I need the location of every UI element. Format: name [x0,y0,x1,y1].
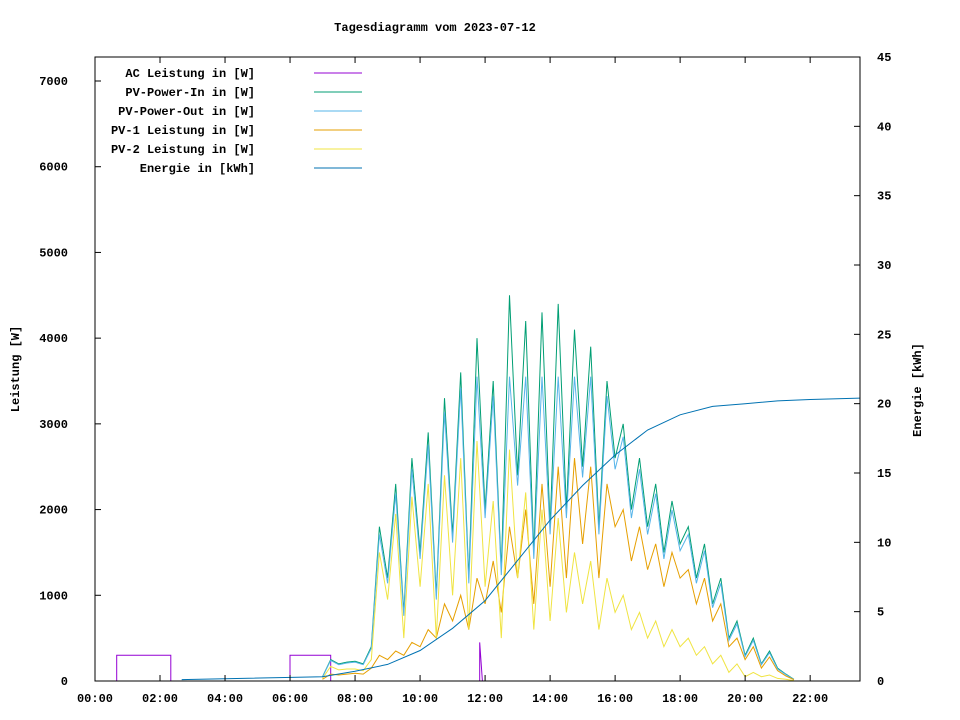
x-tick-label: 00:00 [77,692,113,706]
y-tick-label: 5000 [39,246,68,260]
y2-tick-label: 10 [877,536,891,550]
legend-label: PV-2 Leistung in [W] [111,143,255,157]
x-tick-label: 14:00 [532,692,568,706]
series-line-ac-leistung-in-w [95,642,486,682]
x-tick-label: 22:00 [792,692,828,706]
series-line-energie-in-kwh [181,397,861,681]
x-tick-label: 04:00 [207,692,243,706]
series-layer [95,295,861,682]
legend-label: PV-Power-In in [W] [125,86,255,100]
legend-label: AC Leistung in [W] [125,67,255,81]
axes-layer: 00:00 02:00 04:00 06:00 08:00 10:00 12:00 14:00… [39,51,891,706]
x-tick-label: 18:00 [662,692,698,706]
x-tick-label: 02:00 [142,692,178,706]
x-tick-label: 16:00 [597,692,633,706]
y-axis-label: Leistung [W] [9,326,23,412]
y2-tick-label: 35 [877,190,891,204]
series-line-pv-power-in-in-w [322,295,795,680]
x-tick-label: 10:00 [402,692,438,706]
y-tick-label: 3000 [39,418,68,432]
x-tick-label: 20:00 [727,692,763,706]
legend-label: PV-1 Leistung in [W] [111,124,255,138]
y-tick-label: 2000 [39,504,68,518]
y2-tick-label: 0 [877,675,884,689]
series-line-pv-2-leistung-in-w [322,440,794,682]
y-tick-label: 7000 [39,75,68,89]
x-tick-label: 06:00 [272,692,308,706]
x-tick-label: 08:00 [337,692,373,706]
series-line-pv-1-leistung-in-w [322,458,795,681]
y2-tick-label: 20 [877,398,891,412]
legend-label: Energie in [kWh] [140,162,255,176]
y2-tick-label: 45 [877,51,891,65]
legend-label: PV-Power-Out in [W] [118,105,255,119]
y-tick-label: 0 [61,675,68,689]
y2-tick-label: 30 [877,259,891,273]
y-tick-label: 6000 [39,161,68,175]
y-tick-label: 1000 [39,589,68,603]
y2-tick-label: 5 [877,606,884,620]
y2-tick-label: 25 [877,328,891,342]
y2-tick-label: 15 [877,467,891,481]
series-line-pv-power-out-in-w [322,376,795,680]
legend: AC Leistung in [W] PV-Power-In in [W] PV-P… [111,67,362,176]
y-tick-label: 4000 [39,332,68,346]
x-tick-label: 12:00 [467,692,503,706]
y2-tick-label: 40 [877,120,891,134]
chart-title: Tagesdiagramm vom 2023-07-12 [334,21,536,35]
y2-axis-label: Energie [kWh] [911,343,925,437]
plot-border [94,56,861,682]
